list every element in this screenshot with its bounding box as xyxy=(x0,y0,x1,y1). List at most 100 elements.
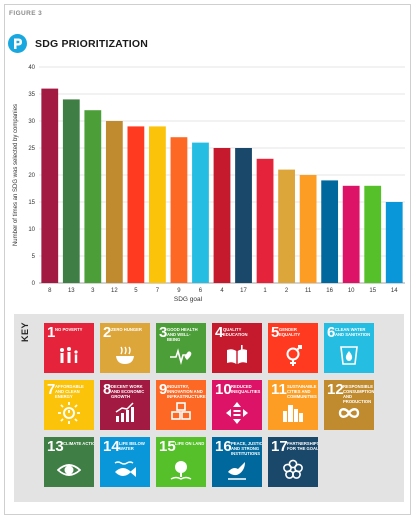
sdg-tile-number: 4 xyxy=(215,324,224,341)
sdg-tile-number: 10 xyxy=(215,381,232,398)
y-tick-label: 5 xyxy=(32,254,36,260)
sdg-tile-2: 2 ZERO HUNGER xyxy=(100,323,150,373)
x-tick-label: 6 xyxy=(199,288,203,294)
x-tick-label: 12 xyxy=(111,288,118,294)
sdg-tile-number: 2 xyxy=(103,324,112,341)
y-tick-label: 40 xyxy=(28,65,35,71)
sdg-tile-number: 13 xyxy=(47,438,64,455)
gender-icon xyxy=(286,345,302,366)
bar-sdg-10 xyxy=(342,185,360,283)
y-axis-ticks: 0 5 10 15 20 25 30 35 40 xyxy=(28,65,35,287)
x-tick-label: 11 xyxy=(305,288,312,294)
x-tick-label: 14 xyxy=(391,288,398,294)
sdg-tile-text: GOOD HEALTH AND WELL-BEING xyxy=(167,327,198,342)
sdg-p-logo-icon xyxy=(8,34,27,53)
city-icon xyxy=(283,405,303,422)
sdg-tile-6: 6 CLEAN WATER AND SANITATION xyxy=(324,323,374,373)
dove-icon xyxy=(228,462,246,480)
sdg-tile-12: 12 RESPONSIBLE CONSUMPTION AND PRODUCTION xyxy=(324,380,374,430)
tree-icon xyxy=(170,461,192,480)
sdg-tile-number: 9 xyxy=(159,381,168,398)
x-axis-label: SDG goal xyxy=(173,296,203,303)
sdg-tile-text: CLEAN WATER AND SANITATION xyxy=(335,327,371,337)
bar-sdg-14 xyxy=(385,202,403,283)
y-tick-label: 15 xyxy=(28,200,35,206)
sun-power-icon xyxy=(58,402,80,424)
bar-sdg-8 xyxy=(41,88,59,283)
x-tick-label: 3 xyxy=(91,288,95,294)
bar-sdg-6 xyxy=(192,142,209,283)
bar-sdg-2 xyxy=(278,169,295,283)
chart-title: SDG PRIORITIZATION xyxy=(35,38,149,50)
x-tick-label: 4 xyxy=(220,288,224,294)
growth-chart-icon xyxy=(115,402,134,422)
y-tick-label: 35 xyxy=(28,92,35,98)
cubes-icon xyxy=(171,402,191,420)
bar-sdg-12 xyxy=(105,121,123,283)
sdg-tile-5: 5 GENDER EQUALITY xyxy=(268,323,318,373)
sdg-tile-text: SUSTAINABLE CITIES AND COMMUNITIES xyxy=(287,384,317,399)
sdg-tile-text: REDUCED INEQUALITIES xyxy=(231,384,261,394)
x-tick-label: 17 xyxy=(240,288,247,294)
bar-sdg-13 xyxy=(62,99,80,284)
sdg-tile-number: 3 xyxy=(159,324,168,341)
bar-sdg-16 xyxy=(321,180,339,283)
sdg-tile-number: 8 xyxy=(103,381,112,398)
sdg-tile-1: 1 NO POVERTY xyxy=(44,323,94,373)
y-tick-label: 0 xyxy=(32,281,36,287)
bowl-icon xyxy=(116,346,134,364)
fish-icon xyxy=(114,461,136,477)
eye-globe-icon xyxy=(57,464,81,476)
family-icon xyxy=(60,347,78,363)
book-icon xyxy=(227,345,247,364)
y-tick-label: 10 xyxy=(28,227,35,233)
x-tick-label: 10 xyxy=(348,288,355,294)
rings-icon xyxy=(283,459,303,479)
sdg-tile-text: CLIMATE ACTION xyxy=(63,441,94,446)
sdg-tile-text: RESPONSIBLE CONSUMPTION AND PRODUCTION xyxy=(343,384,374,404)
x-tick-label: 13 xyxy=(68,288,75,294)
sdg-tile-number: 11 xyxy=(271,381,287,398)
bar-sdg-17 xyxy=(235,148,252,283)
x-axis-ticks: 8 13 3 12 5 7 9 6 4 17 1 2 11 16 10 15 14 xyxy=(48,288,398,294)
sdg-tile-text: AFFORDABLE AND CLEAN ENERGY xyxy=(55,384,84,399)
bar-sdg-1 xyxy=(256,158,274,283)
sdg-tile-14: 14 LIFE BELOW WATER xyxy=(100,437,150,487)
y-tick-label: 25 xyxy=(28,146,35,152)
x-tick-label: 8 xyxy=(48,288,52,294)
sdg-tile-text: PARTNERSHIPS FOR THE GOALS xyxy=(287,441,318,451)
y-tick-label: 20 xyxy=(28,173,35,179)
sdg-tile-text: PEACE, JUSTICE AND STRONG INSTITUTIONS xyxy=(231,441,262,456)
sdg-tile-number: 17 xyxy=(271,438,288,455)
bar-sdg-11 xyxy=(299,175,317,283)
sdg-tile-number: 16 xyxy=(215,438,232,455)
bars xyxy=(41,88,403,284)
key-label: KEY xyxy=(20,322,30,343)
x-tick-label: 15 xyxy=(369,288,376,294)
bar-sdg-4 xyxy=(213,148,231,283)
bar-sdg-9 xyxy=(170,137,188,283)
figure-frame xyxy=(4,4,411,515)
x-tick-label: 16 xyxy=(326,288,333,294)
sdg-tile-text: ZERO HUNGER xyxy=(111,327,142,332)
sdg-tile-number: 5 xyxy=(271,324,280,341)
y-tick-label: 30 xyxy=(28,119,35,125)
sdg-tile-4: 4 QUALITY EDUCATION xyxy=(212,323,262,373)
sdg-tile-number: 1 xyxy=(47,324,56,341)
sdg-tile-text: LIFE ON LAND xyxy=(175,441,205,446)
sdg-tile-text: GENDER EQUALITY xyxy=(279,327,301,337)
sdg-tile-7: 7 AFFORDABLE AND CLEAN ENERGY xyxy=(44,380,94,430)
sdg-tile-11: 11 SUSTAINABLE CITIES AND COMMUNITIES xyxy=(268,380,318,430)
sdg-tile-9: 9 INDUSTRY, INNOVATION AND INFRASTRUCTURE xyxy=(156,380,206,430)
x-tick-label: 5 xyxy=(134,288,138,294)
x-tick-label: 2 xyxy=(285,288,289,294)
heartbeat-icon xyxy=(170,348,192,365)
sdg-tile-text: QUALITY EDUCATION xyxy=(223,327,248,337)
sdg-tile-number: 12 xyxy=(327,381,344,398)
sdg-tile-17: 17 PARTNERSHIPS FOR THE GOALS xyxy=(268,437,318,487)
bar-sdg-15 xyxy=(364,185,382,283)
sdg-tile-number: 15 xyxy=(159,438,176,455)
x-tick-label: 9 xyxy=(177,288,181,294)
bar-sdg-3 xyxy=(84,110,102,283)
